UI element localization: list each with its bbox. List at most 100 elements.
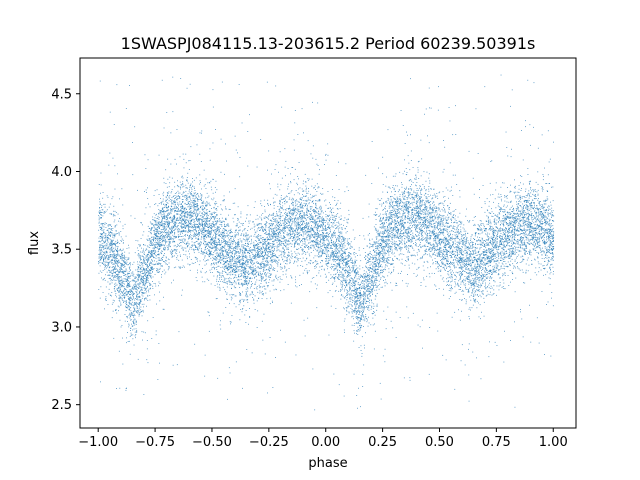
data-point (353, 270, 355, 272)
data-point (135, 337, 136, 339)
data-point (103, 258, 105, 260)
data-point (190, 193, 192, 195)
data-point (286, 195, 287, 197)
data-point (286, 263, 288, 265)
data-point (534, 258, 535, 260)
data-point (262, 237, 264, 239)
data-point (407, 191, 409, 192)
data-point (325, 159, 327, 161)
data-point (228, 250, 229, 251)
data-point (333, 274, 335, 276)
data-point (215, 180, 217, 182)
data-point (421, 225, 422, 227)
data-point (397, 197, 399, 199)
data-point (117, 273, 119, 275)
data-point (300, 221, 302, 222)
data-point (239, 260, 241, 262)
data-point (227, 270, 229, 271)
data-point (219, 257, 221, 259)
data-point (184, 230, 186, 232)
data-point (283, 239, 285, 241)
data-point (426, 196, 428, 198)
data-point (221, 234, 223, 236)
data-point (421, 194, 423, 195)
data-point (505, 206, 507, 208)
data-point (463, 266, 465, 267)
data-point (522, 260, 524, 262)
data-point (523, 228, 525, 230)
data-point (294, 219, 296, 221)
data-point (264, 223, 266, 225)
data-point (287, 188, 289, 190)
data-point (463, 243, 465, 245)
data-point (230, 255, 232, 257)
data-point (120, 262, 121, 264)
data-point (237, 219, 239, 221)
data-point (190, 233, 191, 235)
data-point (320, 217, 322, 219)
data-point (343, 329, 345, 331)
data-point (387, 227, 388, 228)
data-point (213, 258, 215, 260)
data-point (141, 303, 143, 305)
data-point (162, 198, 164, 200)
data-point (209, 252, 211, 254)
data-point (270, 251, 271, 252)
data-point (174, 226, 176, 228)
data-point (156, 220, 158, 222)
data-point (259, 268, 260, 269)
data-point (451, 276, 453, 278)
data-point (329, 214, 330, 216)
data-point (291, 190, 293, 191)
data-point (529, 223, 531, 225)
data-point (116, 224, 118, 226)
data-point (143, 331, 145, 333)
data-point (335, 290, 337, 291)
data-point (157, 243, 159, 245)
data-point (523, 242, 525, 244)
data-point (159, 263, 161, 264)
data-point (138, 276, 139, 278)
data-point (121, 297, 123, 299)
data-point (221, 81, 223, 83)
data-point (200, 161, 202, 162)
data-point (190, 204, 192, 206)
data-point (158, 236, 160, 238)
data-point (245, 276, 247, 277)
data-point (475, 266, 477, 268)
data-point (396, 204, 398, 206)
data-point (518, 239, 520, 241)
data-point (373, 273, 375, 274)
data-point (485, 274, 487, 276)
data-point (158, 247, 160, 249)
data-point (328, 223, 330, 225)
data-point (215, 249, 217, 251)
data-point (157, 379, 159, 380)
data-point (166, 186, 168, 188)
data-point (387, 237, 389, 239)
data-point (383, 226, 385, 228)
data-point (143, 231, 145, 233)
data-point (527, 168, 529, 169)
data-point (534, 205, 535, 207)
data-point (324, 240, 326, 241)
data-point (444, 249, 446, 251)
data-point (150, 232, 152, 234)
data-point (515, 217, 517, 219)
data-point (373, 311, 374, 312)
data-point (184, 222, 186, 224)
data-point (437, 261, 438, 263)
data-point (325, 216, 327, 218)
data-point (406, 197, 408, 198)
data-point (224, 236, 226, 237)
data-point (297, 228, 299, 230)
data-point (368, 298, 370, 300)
data-point (123, 300, 125, 302)
data-point (263, 256, 264, 258)
data-point (491, 277, 493, 279)
data-point (112, 196, 114, 198)
data-point (203, 200, 205, 202)
data-point (187, 197, 189, 198)
data-point (432, 216, 433, 218)
data-point (170, 218, 172, 220)
